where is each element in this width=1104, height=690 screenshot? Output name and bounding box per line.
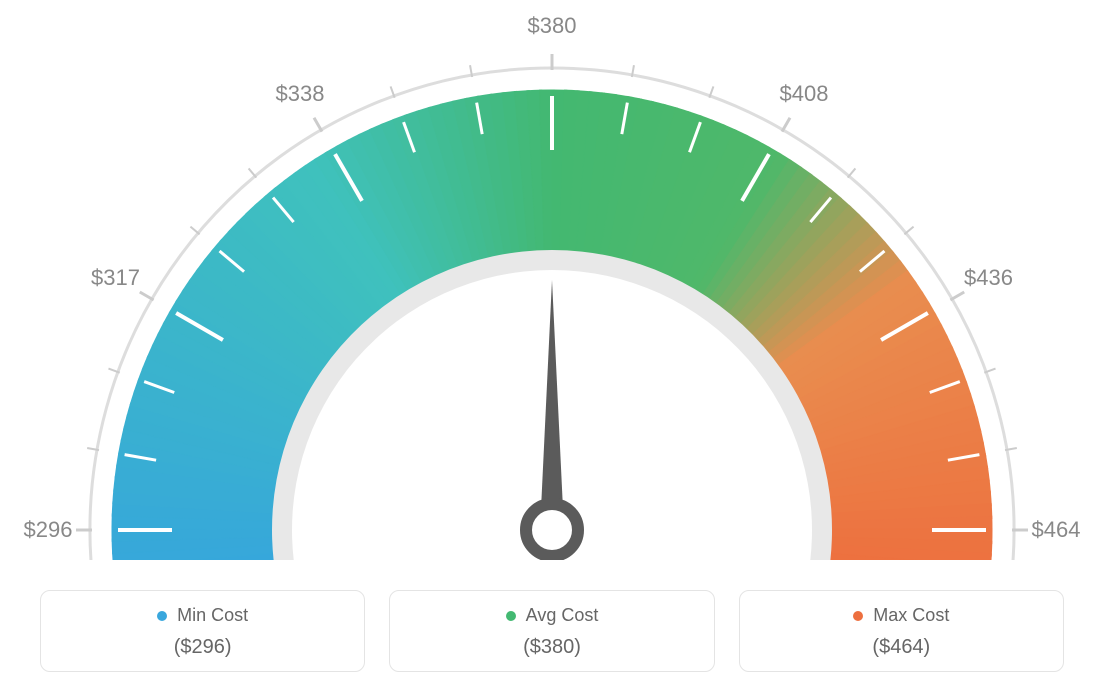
max-cost-label: Max Cost xyxy=(873,605,949,626)
gauge-chart: $296 $317 $338 $380 $408 $436 $464 xyxy=(0,0,1104,560)
gauge-tick-label: $317 xyxy=(91,265,140,291)
gauge-tick-label: $296 xyxy=(24,517,73,543)
min-cost-dot xyxy=(157,611,167,621)
avg-cost-dot xyxy=(506,611,516,621)
min-cost-value: ($296) xyxy=(41,636,364,659)
gauge-tick-label: $436 xyxy=(964,265,1013,291)
min-cost-card: Min Cost ($296) xyxy=(40,590,365,672)
gauge-tick-label: $464 xyxy=(1032,517,1081,543)
min-cost-label: Min Cost xyxy=(177,605,248,626)
gauge-tick-label: $380 xyxy=(528,13,577,39)
max-cost-value: ($464) xyxy=(740,636,1063,659)
legend-cards: Min Cost ($296) Avg Cost ($380) Max Cost… xyxy=(40,590,1064,672)
gauge-tick-label: $338 xyxy=(276,81,325,107)
avg-cost-value: ($380) xyxy=(390,636,713,659)
max-cost-dot xyxy=(853,611,863,621)
avg-cost-label: Avg Cost xyxy=(526,605,599,626)
avg-cost-card: Avg Cost ($380) xyxy=(389,590,714,672)
max-cost-card: Max Cost ($464) xyxy=(739,590,1064,672)
gauge-tick-label: $408 xyxy=(780,81,829,107)
